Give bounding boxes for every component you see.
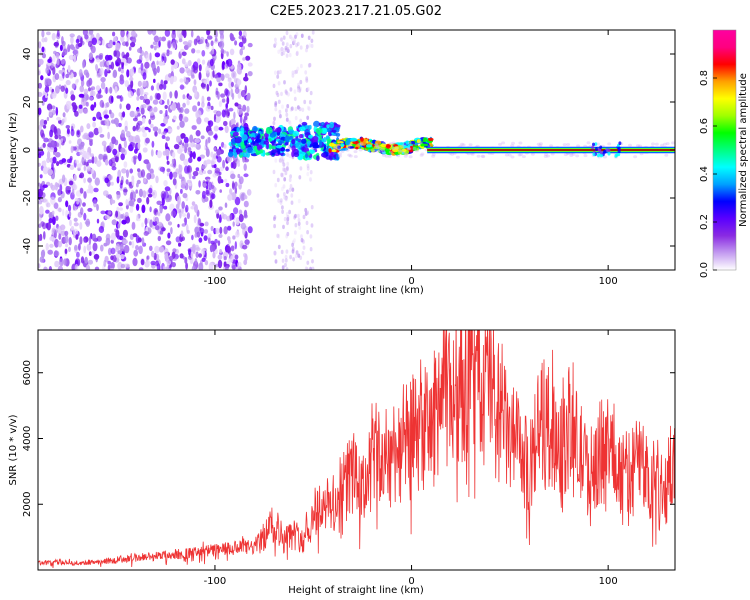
x-tick-label: 0 [408, 576, 414, 587]
colorbar-gradient [713, 30, 736, 270]
snr-y-axis-label: SNR (10 * v/v) [8, 414, 19, 485]
snr-line [38, 330, 675, 569]
spectrogram-axes: -100 0 100 -40 -20 0 20 40 [22, 30, 675, 287]
colorbar-ticks: 0.0 0.2 0.4 0.6 0.8 [699, 70, 717, 278]
snr-plot-frame [37, 329, 676, 571]
snr-x-axis-label: Height of straight line (km) [288, 585, 424, 596]
spectrogram-x-axis-label: Height of straight line (km) [288, 285, 424, 296]
heatmap-narrow-line [427, 141, 675, 158]
y-tick-label: 40 [22, 48, 33, 61]
colorbar-tick-label: 0.4 [699, 166, 710, 182]
heatmap-noise-region [38, 30, 315, 270]
y-tick-label: -40 [22, 238, 33, 254]
figure-title: C2E5.2023.217.21.05.G02 [270, 4, 442, 19]
colorbar-tick-label: 0.6 [699, 118, 710, 134]
colorbar-tick-label: 0.8 [699, 70, 710, 86]
colorbar-frame [712, 29, 737, 271]
heatmap-transition-region [228, 120, 341, 162]
spectrogram-y-axis-label: Frequency (Hz) [8, 112, 19, 188]
y-tick-label: 0 [22, 147, 33, 153]
snr-panel: -100 0 100 2000 4000 6000 Height of straight … [8, 329, 676, 596]
x-tick-label: 100 [599, 576, 618, 587]
y-tick-label: 20 [22, 96, 33, 109]
snr-series-line [38, 330, 675, 569]
x-tick-label: -100 [204, 276, 227, 287]
y-tick-label: 6000 [22, 360, 33, 385]
colorbar-label: Normalized spectral amplitude [738, 73, 749, 227]
colorbar: 0.0 0.2 0.4 0.6 0.8 Normalized spectral ampl… [699, 29, 749, 278]
colorbar-tick-label: 0.2 [699, 214, 710, 230]
y-tick-label: 4000 [22, 426, 33, 451]
spectrogram-panel: -100 0 100 -40 -20 0 20 40 Height of straight l… [8, 29, 676, 296]
x-tick-label: -100 [204, 576, 227, 587]
spectrogram-heatmap [38, 30, 675, 270]
snr-axes: -100 0 100 2000 4000 6000 [22, 330, 675, 587]
y-tick-label: 2000 [22, 492, 33, 517]
y-tick-label: -20 [22, 190, 33, 206]
x-tick-label: 100 [599, 276, 618, 287]
colorbar-tick-label: 0.0 [699, 262, 710, 278]
x-tick-label: 0 [408, 276, 414, 287]
